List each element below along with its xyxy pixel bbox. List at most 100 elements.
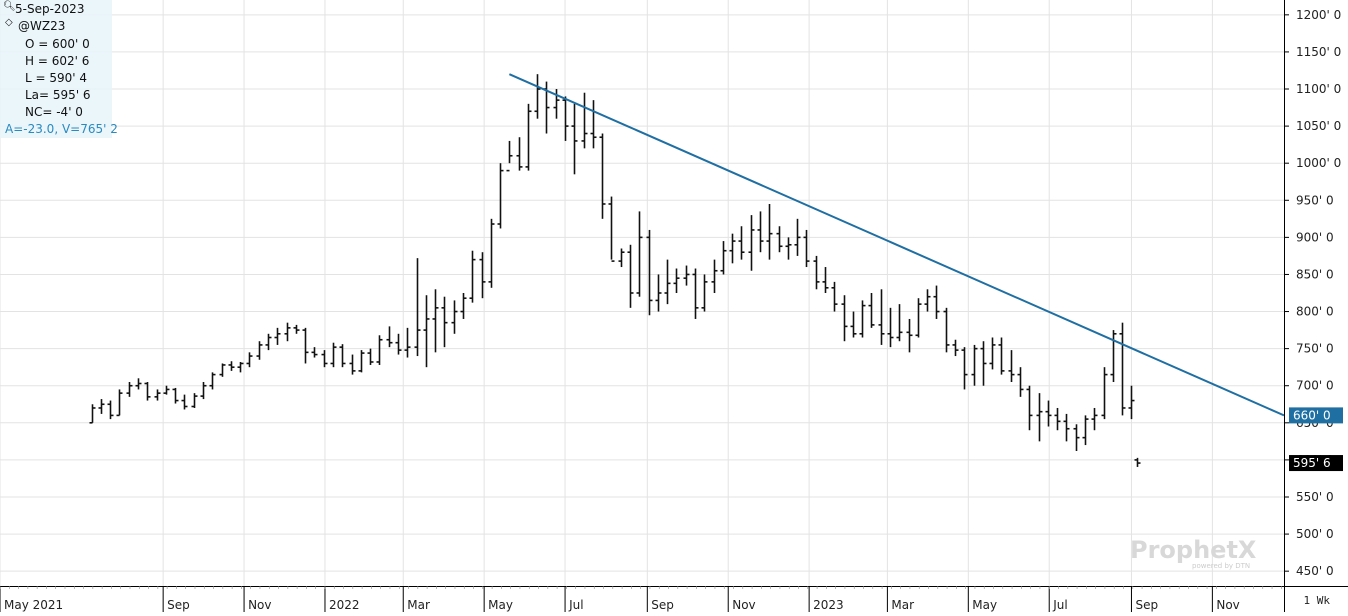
diamond-icon: ◇	[5, 17, 13, 28]
ohlc-bar	[738, 226, 745, 260]
y-tick-label: 1100' 0	[1296, 82, 1341, 96]
ohlc-bar	[516, 137, 523, 171]
ohlc-bar	[395, 333, 402, 355]
ohlc-bar	[1128, 385, 1135, 420]
price-tag-box	[1289, 455, 1343, 472]
y-tick-label: 1000' 0	[1296, 156, 1341, 170]
ohlc-bar	[172, 387, 179, 404]
low-value: L = 590' 4	[25, 71, 88, 85]
magnifier-icon[interactable]: 🔍︎	[3, 1, 16, 12]
last-value: La= 595' 6	[25, 88, 91, 102]
x-tick-label: 2022	[329, 598, 360, 612]
ohlc-bar	[933, 285, 940, 319]
ohlc-bar	[757, 211, 764, 253]
ohlc-bar	[785, 237, 792, 260]
plot-background	[0, 0, 1284, 586]
ohlc-bar	[154, 389, 161, 401]
ohlc-bar	[302, 327, 309, 364]
y-tick-label: 550' 0	[1296, 490, 1334, 504]
y-tick-label: 1050' 0	[1296, 119, 1341, 133]
ohlc-bar	[581, 92, 588, 149]
ohlc-bar	[404, 327, 411, 358]
ohlc-bar	[701, 274, 708, 312]
ohlc-bar	[841, 295, 848, 342]
ohlc-bar	[831, 281, 838, 312]
ohlc-bar	[479, 252, 486, 299]
ohlc-bar	[720, 241, 727, 275]
ohlc-bar	[1134, 457, 1141, 467]
ohlc-bar	[1017, 367, 1024, 397]
y-tick-label: 750' 0	[1296, 342, 1334, 356]
ohlc-bar	[636, 211, 643, 297]
ohlc-bar	[414, 258, 421, 357]
ohlc-bar	[274, 327, 281, 345]
ohlc-bar	[906, 318, 913, 353]
ohlc-bar	[729, 233, 736, 264]
ohlc-bar	[655, 274, 662, 312]
y-tick-label: 1150' 0	[1296, 45, 1341, 59]
trendline-layer[interactable]	[508, 73, 1285, 417]
watermark-brand: ProphetX	[1130, 536, 1257, 564]
ohlc-bar	[943, 307, 950, 353]
ohlc-bar	[349, 354, 356, 375]
ohlc-bar	[683, 265, 690, 286]
x-axis-background	[0, 586, 1348, 612]
ohlc-bar	[1101, 367, 1108, 420]
ohlc-bar	[1054, 407, 1061, 431]
ohlc-bar	[376, 335, 383, 365]
ohlc-bar	[423, 295, 430, 368]
ohlc-bar	[664, 259, 671, 305]
ohlc-bar	[794, 218, 801, 256]
x-tick-label: May	[972, 598, 997, 612]
y-tick-label: 500' 0	[1296, 527, 1334, 541]
ohlc-bar	[497, 163, 504, 229]
x-tick-label: Nov	[732, 598, 755, 612]
high-value: H = 602' 6	[25, 54, 90, 68]
ohlc-bar	[1091, 407, 1098, 431]
ohlc-bar	[646, 229, 653, 316]
x-tick-label: May	[488, 598, 513, 612]
ohlc-bar	[896, 304, 903, 342]
x-tick-label: Sep	[1135, 598, 1158, 612]
ohlc-bar	[748, 215, 755, 271]
ohlc-bar	[850, 311, 857, 338]
ohlc-bar	[711, 259, 718, 293]
x-tick-label: Jul	[1052, 598, 1067, 612]
x-tick-label: 2023	[813, 598, 844, 612]
ohlc-bar	[1073, 424, 1080, 451]
price-tag-box	[1289, 407, 1343, 424]
ohlc-bar	[1045, 400, 1052, 427]
ohlc-bar	[525, 103, 532, 171]
y-axis-background	[1284, 0, 1348, 612]
ohlc-bar	[766, 203, 773, 260]
price-tag-label: 595' 6	[1293, 456, 1331, 470]
ohlc-bar	[961, 347, 968, 390]
y-tick-label: 900' 0	[1296, 230, 1334, 244]
period-selector[interactable]: 1 Wk	[1303, 594, 1331, 607]
ohlc-bar	[256, 341, 263, 360]
x-tick-label: May 2021	[4, 598, 63, 612]
ohlc-bar	[144, 382, 151, 401]
trendline-stats: A=-23.0, V=765' 2	[5, 122, 118, 136]
ohlc-bar	[163, 385, 170, 395]
y-tick-label: 850' 0	[1296, 267, 1334, 281]
ohlc-bars	[89, 74, 1141, 467]
y-tick-label: 700' 0	[1296, 379, 1334, 393]
watermark-sub: powered by DTN	[1192, 562, 1250, 570]
ohlc-bar	[321, 350, 328, 368]
ohlc-bar	[246, 352, 253, 368]
ohlc-bar	[107, 400, 114, 420]
ohlc-bar	[571, 103, 578, 175]
ohlc-bar	[441, 296, 448, 348]
x-tick-label: Jul	[568, 598, 583, 612]
ohlc-bar	[506, 140, 513, 172]
quote-info-panel: 🔍︎ 5-Sep-2023 ◇ @WZ23 O = 600' 0 H = 602…	[0, 0, 118, 138]
grid-lines	[0, 0, 1284, 586]
ohlc-bar	[386, 326, 393, 348]
quote-date: 5-Sep-2023	[15, 2, 85, 16]
ohlc-bar	[822, 267, 829, 293]
ohlc-bar	[209, 372, 216, 390]
